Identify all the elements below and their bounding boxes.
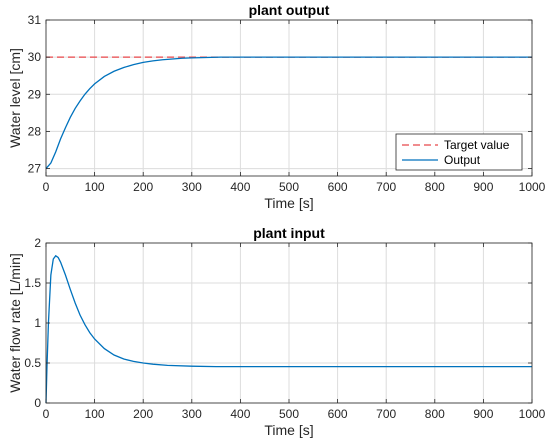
x-tick-label: 100 (85, 180, 105, 194)
x-tick-label: 800 (425, 407, 445, 421)
x-tick-label: 700 (376, 180, 396, 194)
x-tick-label: 200 (133, 180, 153, 194)
y-axis-label: Water flow rate [L/min] (7, 253, 23, 393)
x-tick-label: 900 (473, 407, 493, 421)
x-tick-label: 500 (279, 407, 299, 421)
x-axis-label: Time [s] (264, 195, 313, 211)
x-tick-label: 0 (43, 407, 50, 421)
panel-title: plant output (249, 2, 330, 18)
x-tick-label: 400 (230, 407, 250, 421)
y-tick-label: 27 (28, 162, 42, 176)
x-tick-label: 700 (376, 407, 396, 421)
x-tick-label: 300 (182, 407, 202, 421)
series-line-output (45, 56, 532, 169)
x-tick-label: 900 (473, 180, 493, 194)
x-tick-label: 1000 (519, 180, 546, 194)
x-tick-label: 100 (85, 407, 105, 421)
legend-label: Output (444, 153, 481, 167)
x-tick-label: 500 (279, 180, 299, 194)
y-tick-label: 1 (34, 316, 41, 330)
legend-label: Target value (444, 138, 510, 152)
y-tick-label: 0.5 (24, 356, 41, 370)
x-tick-label: 400 (230, 180, 250, 194)
y-axis-label: Water level [cm] (7, 48, 23, 148)
x-tick-label: 300 (182, 180, 202, 194)
panel-title: plant input (253, 225, 325, 241)
y-tick-label: 0 (34, 396, 41, 410)
series-line-flow-rate (45, 254, 532, 404)
y-tick-label: 29 (28, 87, 42, 101)
y-tick-label: 30 (28, 50, 42, 64)
y-tick-label: 2 (34, 236, 41, 250)
x-tick-label: 1000 (519, 407, 546, 421)
legend-box (395, 133, 523, 171)
x-tick-label: 0 (43, 180, 50, 194)
x-tick-label: 600 (328, 407, 348, 421)
x-axis-label: Time [s] (264, 422, 313, 438)
x-tick-label: 800 (425, 180, 445, 194)
plot-panel-2: 0 100 200 300 400 500 600 700 800 900 1000 0 0.5 1 1.5… (7, 225, 546, 438)
y-tick-label: 1.5 (24, 276, 41, 290)
y-tick-label: 31 (28, 13, 42, 27)
plot-panel-1: 0 100 200 300 400 500 600 700 800 900 1000 27 28 29 30… (7, 2, 546, 211)
x-tick-label: 200 (133, 407, 153, 421)
y-tick-label: 28 (28, 124, 42, 138)
x-tick-label: 600 (328, 180, 348, 194)
